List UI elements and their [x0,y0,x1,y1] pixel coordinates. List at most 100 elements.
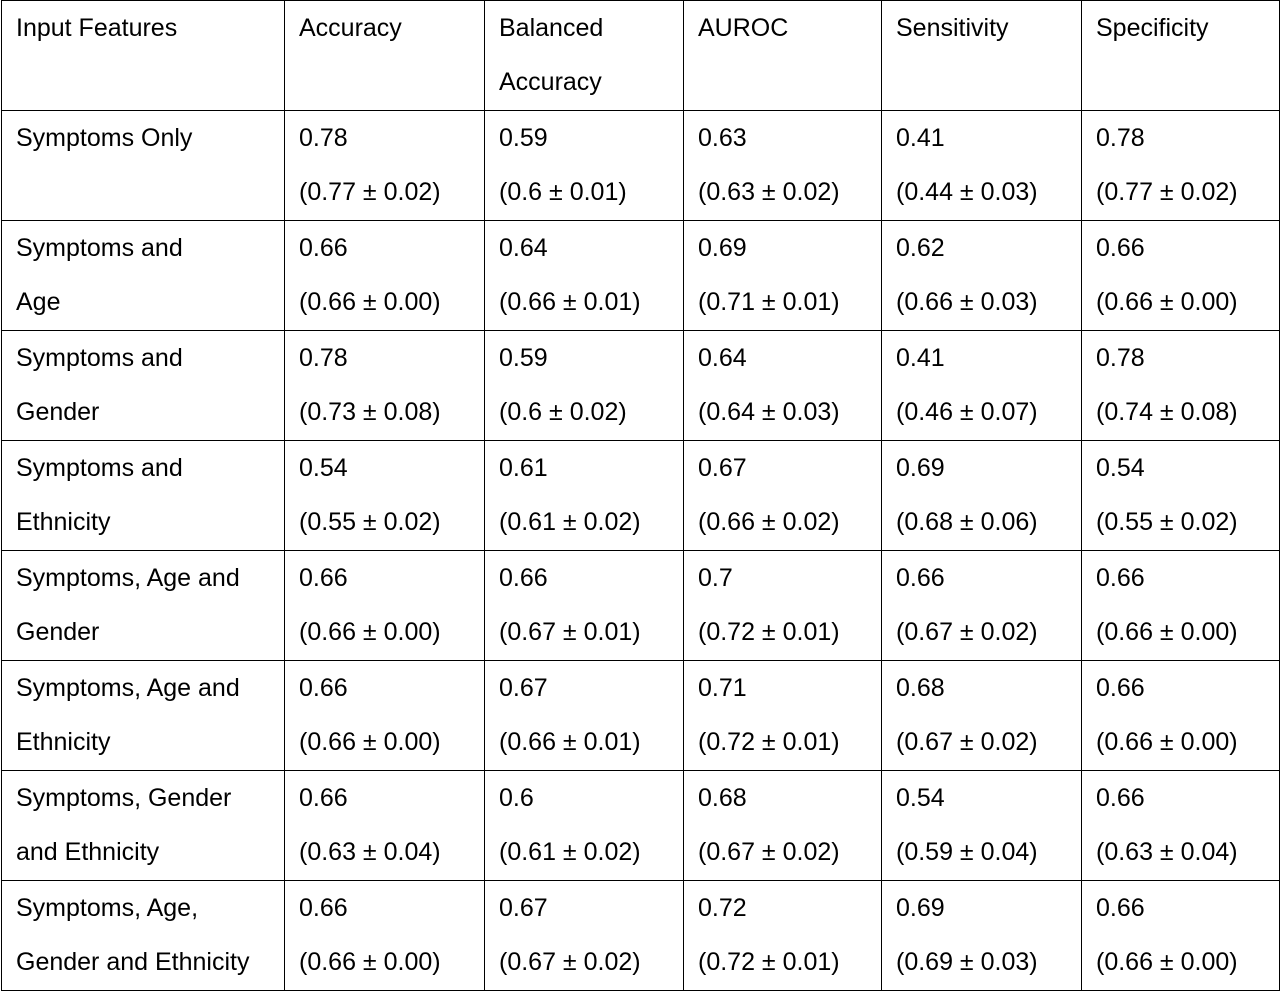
metric-value: 0.69 [698,234,747,262]
metric-value: 0.64 [499,234,548,262]
metric-value: 0.7 [698,564,733,592]
metric-interval: (0.66 ± 0.00) [299,948,441,976]
metric-interval: (0.66 ± 0.00) [299,618,441,646]
feature-cell: Symptoms, Age, Gender and Ethnicity [1,880,285,991]
metric-cell: 0.78 (0.77 ± 0.02) [1081,110,1280,221]
metric-value: 0.41 [896,124,945,152]
metric-interval: (0.66 ± 0.03) [896,288,1038,316]
feature-label: Gender [16,618,100,646]
metric-interval: (0.72 ± 0.01) [698,618,840,646]
metric-interval: (0.63 ± 0.04) [299,838,441,866]
table-row: Symptoms, Age, Gender and Ethnicity 0.66 (0… [1,880,1280,991]
metric-value: 0.78 [299,344,348,372]
header-line: Accuracy [299,14,402,42]
metric-value: 0.68 [698,784,747,812]
metric-cell: 0.66 (0.66 ± 0.00) [284,220,485,331]
feature-cell: Symptoms, Age and Ethnicity [1,660,285,771]
header-auroc: AUROC [683,0,882,111]
table-row: Symptoms and Age 0.66 (0.66 ± 0.00) 0.64 (0.6… [1,220,1280,331]
metric-value: 0.66 [896,564,945,592]
metric-value: 0.67 [698,454,747,482]
feature-label: Symptoms and [16,234,183,262]
metric-value: 0.66 [1096,894,1145,922]
metric-value: 0.63 [698,124,747,152]
metric-cell: 0.66 (0.66 ± 0.00) [284,660,485,771]
metric-value: 0.64 [698,344,747,372]
metric-interval: (0.77 ± 0.02) [1096,178,1238,206]
metric-value: 0.68 [896,674,945,702]
metric-cell: 0.67 (0.66 ± 0.01) [484,660,684,771]
metric-cell: 0.64 (0.64 ± 0.03) [683,330,882,441]
metric-value: 0.78 [1096,124,1145,152]
metric-interval: (0.55 ± 0.02) [1096,508,1238,536]
metric-cell: 0.66 (0.63 ± 0.04) [1081,770,1280,881]
metric-value: 0.61 [499,454,548,482]
feature-cell: Symptoms, Age and Gender [1,550,285,661]
metric-cell: 0.54 (0.55 ± 0.02) [284,440,485,551]
metric-interval: (0.44 ± 0.03) [896,178,1038,206]
metric-value: 0.59 [499,124,548,152]
table-row: Symptoms and Ethnicity 0.54 (0.55 ± 0.02) 0.… [1,440,1280,551]
metric-value: 0.66 [1096,564,1145,592]
table-row: Symptoms, Age and Ethnicity 0.66 (0.66 ± 0.… [1,660,1280,771]
metric-interval: (0.66 ± 0.01) [499,288,641,316]
header-line: Sensitivity [896,14,1009,42]
header-line: Accuracy [499,68,602,96]
metric-interval: (0.66 ± 0.00) [1096,618,1238,646]
feature-label: Symptoms and [16,454,183,482]
metric-cell: 0.62 (0.66 ± 0.03) [881,220,1082,331]
metric-cell: 0.59 (0.6 ± 0.02) [484,330,684,441]
metric-cell: 0.68 (0.67 ± 0.02) [881,660,1082,771]
metric-interval: (0.66 ± 0.00) [1096,948,1238,976]
header-line: Input Features [16,14,178,42]
metric-cell: 0.67 (0.67 ± 0.02) [484,880,684,991]
metric-value: 0.66 [499,564,548,592]
metric-cell: 0.69 (0.68 ± 0.06) [881,440,1082,551]
metric-interval: (0.55 ± 0.02) [299,508,441,536]
metric-interval: (0.61 ± 0.02) [499,838,641,866]
metric-value: 0.67 [499,894,548,922]
metric-interval: (0.77 ± 0.02) [299,178,441,206]
metric-value: 0.66 [1096,784,1145,812]
metric-value: 0.59 [499,344,548,372]
metric-value: 0.78 [1096,344,1145,372]
metric-cell: 0.41 (0.44 ± 0.03) [881,110,1082,221]
feature-label: Symptoms, Age, [16,894,199,922]
metric-cell: 0.54 (0.59 ± 0.04) [881,770,1082,881]
metric-value: 0.66 [1096,674,1145,702]
feature-cell: Symptoms Only [1,110,285,221]
metric-interval: (0.6 ± 0.01) [499,178,627,206]
metric-interval: (0.66 ± 0.00) [1096,728,1238,756]
header-row: Input Features Accuracy Balanced Accurac… [1,0,1280,111]
metric-interval: (0.63 ± 0.04) [1096,838,1238,866]
feature-cell: Symptoms and Age [1,220,285,331]
metric-cell: 0.71 (0.72 ± 0.01) [683,660,882,771]
metric-value: 0.66 [1096,234,1145,262]
metric-value: 0.69 [896,454,945,482]
metric-cell: 0.66 (0.66 ± 0.00) [284,880,485,991]
metric-interval: (0.72 ± 0.01) [698,728,840,756]
feature-label: Symptoms, Age and [16,564,240,592]
header-line: Balanced [499,14,604,42]
header-line: AUROC [698,14,789,42]
feature-label: Symptoms Only [16,124,193,152]
feature-label: Gender [16,398,100,426]
table-row: Symptoms, Gender and Ethnicity 0.66 (0.63 ±… [1,770,1280,881]
feature-label: Symptoms, Age and [16,674,240,702]
metric-value: 0.66 [299,784,348,812]
metric-value: 0.6 [499,784,534,812]
feature-cell: Symptoms and Ethnicity [1,440,285,551]
metric-interval: (0.67 ± 0.01) [499,618,641,646]
metric-interval: (0.71 ± 0.01) [698,288,840,316]
metric-interval: (0.6 ± 0.02) [499,398,627,426]
metric-cell: 0.68 (0.67 ± 0.02) [683,770,882,881]
metric-interval: (0.68 ± 0.06) [896,508,1038,536]
metric-value: 0.66 [299,674,348,702]
header-specificity: Specificity [1081,0,1280,111]
feature-label: and Ethnicity [16,838,160,866]
metric-cell: 0.66 (0.66 ± 0.00) [1081,550,1280,661]
metric-cell: 0.66 (0.66 ± 0.00) [1081,660,1280,771]
metric-value: 0.67 [499,674,548,702]
feature-label: Symptoms and [16,344,183,372]
metric-value: 0.66 [299,894,348,922]
